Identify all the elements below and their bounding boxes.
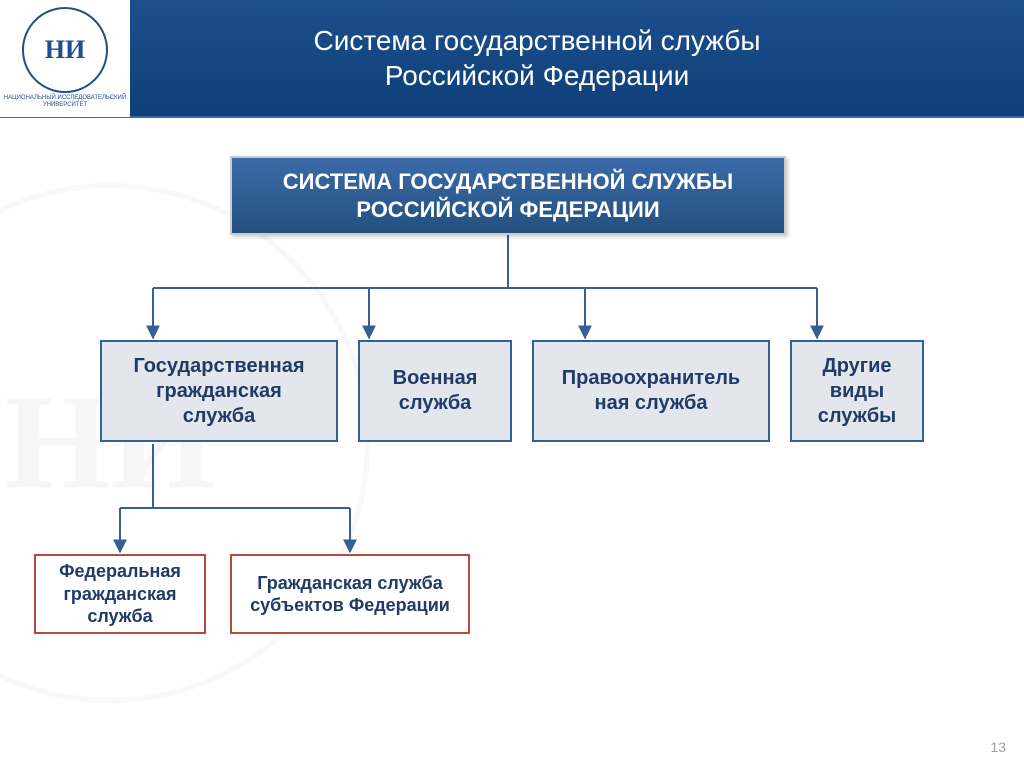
page-number: 13 <box>990 739 1006 755</box>
level3-node: Федеральнаягражданскаяслужба <box>34 554 206 634</box>
slide: НИ НАЦИОНАЛЬНЫЙ ИССЛЕДОВАТЕЛЬСКИЙУНИВЕРС… <box>0 0 1024 767</box>
logo-subtext: НАЦИОНАЛЬНЫЙ ИССЛЕДОВАТЕЛЬСКИЙУНИВЕРСИТЕ… <box>4 95 126 108</box>
logo-circle: НИ <box>22 7 108 93</box>
slide-title: Система государственной службыРоссийской… <box>130 23 1024 93</box>
level3-node: Гражданская службасубъектов Федерации <box>230 554 470 634</box>
content-area: НИ СИСТЕМА ГОСУДАРСТВЕННОЙ СЛУЖБЫРОССИЙС… <box>0 118 1024 767</box>
level2-node: Другиевидыслужбы <box>790 340 924 442</box>
level2-node: Военнаяслужба <box>358 340 512 442</box>
level3-row: Федеральнаягражданскаяслужба Гражданская … <box>34 554 470 634</box>
root-node: СИСТЕМА ГОСУДАРСТВЕННОЙ СЛУЖБЫРОССИЙСКОЙ… <box>230 156 786 235</box>
level2-node: Правоохранительная служба <box>532 340 770 442</box>
header-bar: НИ НАЦИОНАЛЬНЫЙ ИССЛЕДОВАТЕЛЬСКИЙУНИВЕРС… <box>0 0 1024 118</box>
logo-monogram: НИ <box>45 35 85 65</box>
level2-row: ГосударственнаягражданскаяслужбаВоеннаяс… <box>0 340 1024 442</box>
level2-node: Государственнаягражданскаяслужба <box>100 340 338 442</box>
logo: НИ НАЦИОНАЛЬНЫЙ ИССЛЕДОВАТЕЛЬСКИЙУНИВЕРС… <box>0 0 130 117</box>
